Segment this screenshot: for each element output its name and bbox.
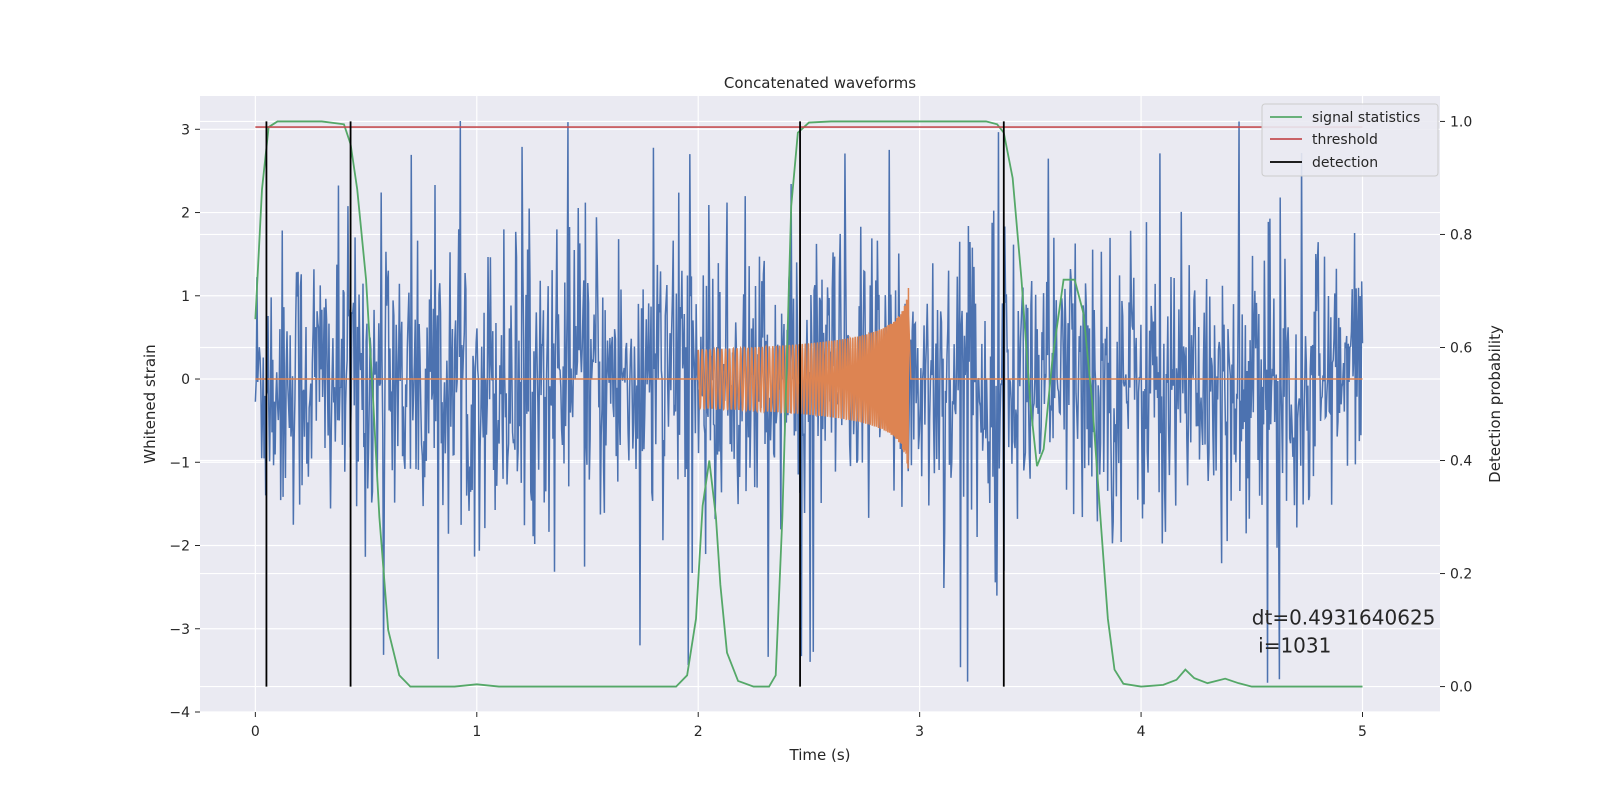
x-tick-label: 4 xyxy=(1137,724,1146,740)
y-tick-label: −4 xyxy=(169,705,190,721)
legend-box xyxy=(1261,103,1439,177)
y2-tick-label: 0.0 xyxy=(1450,680,1472,696)
signal-statistics-line xyxy=(254,120,1363,688)
x-axis-label: Time (s) xyxy=(789,746,851,764)
legend: signal statistics threshold detection xyxy=(1261,103,1439,177)
y2-tick-label: 1.0 xyxy=(1450,114,1472,130)
y-tick-label: 0 xyxy=(181,372,190,388)
y2-axis-label: Detection probability xyxy=(1486,325,1504,483)
injection-line xyxy=(255,288,1363,469)
x-tick-label: 3 xyxy=(915,724,924,740)
y2-tick-label: 0.2 xyxy=(1450,567,1472,583)
x-tick-label: 2 xyxy=(694,724,703,740)
y2-tick-label: 0.4 xyxy=(1450,454,1472,470)
legend-label-signal-statistics: signal statistics xyxy=(1312,110,1420,126)
x-tick-label: 5 xyxy=(1358,724,1367,740)
y2-tick-label: 0.6 xyxy=(1450,340,1472,356)
legend-label-detection: detection xyxy=(1312,155,1378,171)
legend-label-threshold: threshold xyxy=(1312,132,1378,148)
x-tick-label: 0 xyxy=(251,724,260,740)
annotation-dt: dt=0.4931640625 xyxy=(1252,605,1436,629)
y-axis-label: Whitened strain xyxy=(141,344,159,463)
injection-layer xyxy=(255,288,1363,469)
y2-tick-label: 0.8 xyxy=(1450,227,1472,243)
x-tick-label: 1 xyxy=(472,724,481,740)
ticks: 0 1 2 3 4 5 −4 −3 −2 −1 0 1 2 3 0.0 0.2 0.4 0.6 0.8 1.0 xyxy=(169,114,1472,740)
y-tick-label: 3 xyxy=(181,122,190,138)
y-tick-label: 1 xyxy=(181,289,190,305)
overlay-layer xyxy=(254,120,1363,688)
y-tick-label: −3 xyxy=(169,622,190,638)
y-tick-label: 2 xyxy=(181,206,190,222)
y-tick-label: −1 xyxy=(169,455,190,471)
annotation-i: i=1031 xyxy=(1252,633,1332,657)
y-tick-label: −2 xyxy=(169,539,190,555)
chart-title: Concatenated waveforms xyxy=(724,74,916,92)
